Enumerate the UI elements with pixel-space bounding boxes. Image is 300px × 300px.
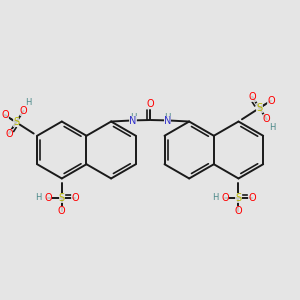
Text: O: O bbox=[267, 96, 274, 106]
Text: N: N bbox=[129, 116, 137, 126]
Text: H: H bbox=[212, 194, 218, 202]
Text: O: O bbox=[58, 206, 66, 216]
Text: S: S bbox=[256, 103, 262, 113]
Text: O: O bbox=[235, 206, 242, 216]
Text: O: O bbox=[1, 110, 9, 120]
Text: S: S bbox=[236, 193, 242, 203]
Text: O: O bbox=[44, 193, 52, 203]
Text: O: O bbox=[146, 98, 154, 109]
Text: S: S bbox=[59, 193, 65, 203]
Text: O: O bbox=[5, 129, 13, 139]
Text: O: O bbox=[248, 92, 256, 102]
Text: O: O bbox=[263, 114, 271, 124]
Text: O: O bbox=[20, 106, 27, 116]
Text: N: N bbox=[164, 116, 171, 126]
Text: H: H bbox=[130, 112, 136, 122]
Text: S: S bbox=[13, 117, 19, 127]
Text: H: H bbox=[164, 112, 171, 122]
Text: O: O bbox=[248, 193, 256, 203]
Text: H: H bbox=[35, 194, 42, 202]
Text: H: H bbox=[26, 98, 32, 107]
Text: O: O bbox=[71, 193, 79, 203]
Text: H: H bbox=[269, 123, 275, 132]
Text: O: O bbox=[221, 193, 229, 203]
